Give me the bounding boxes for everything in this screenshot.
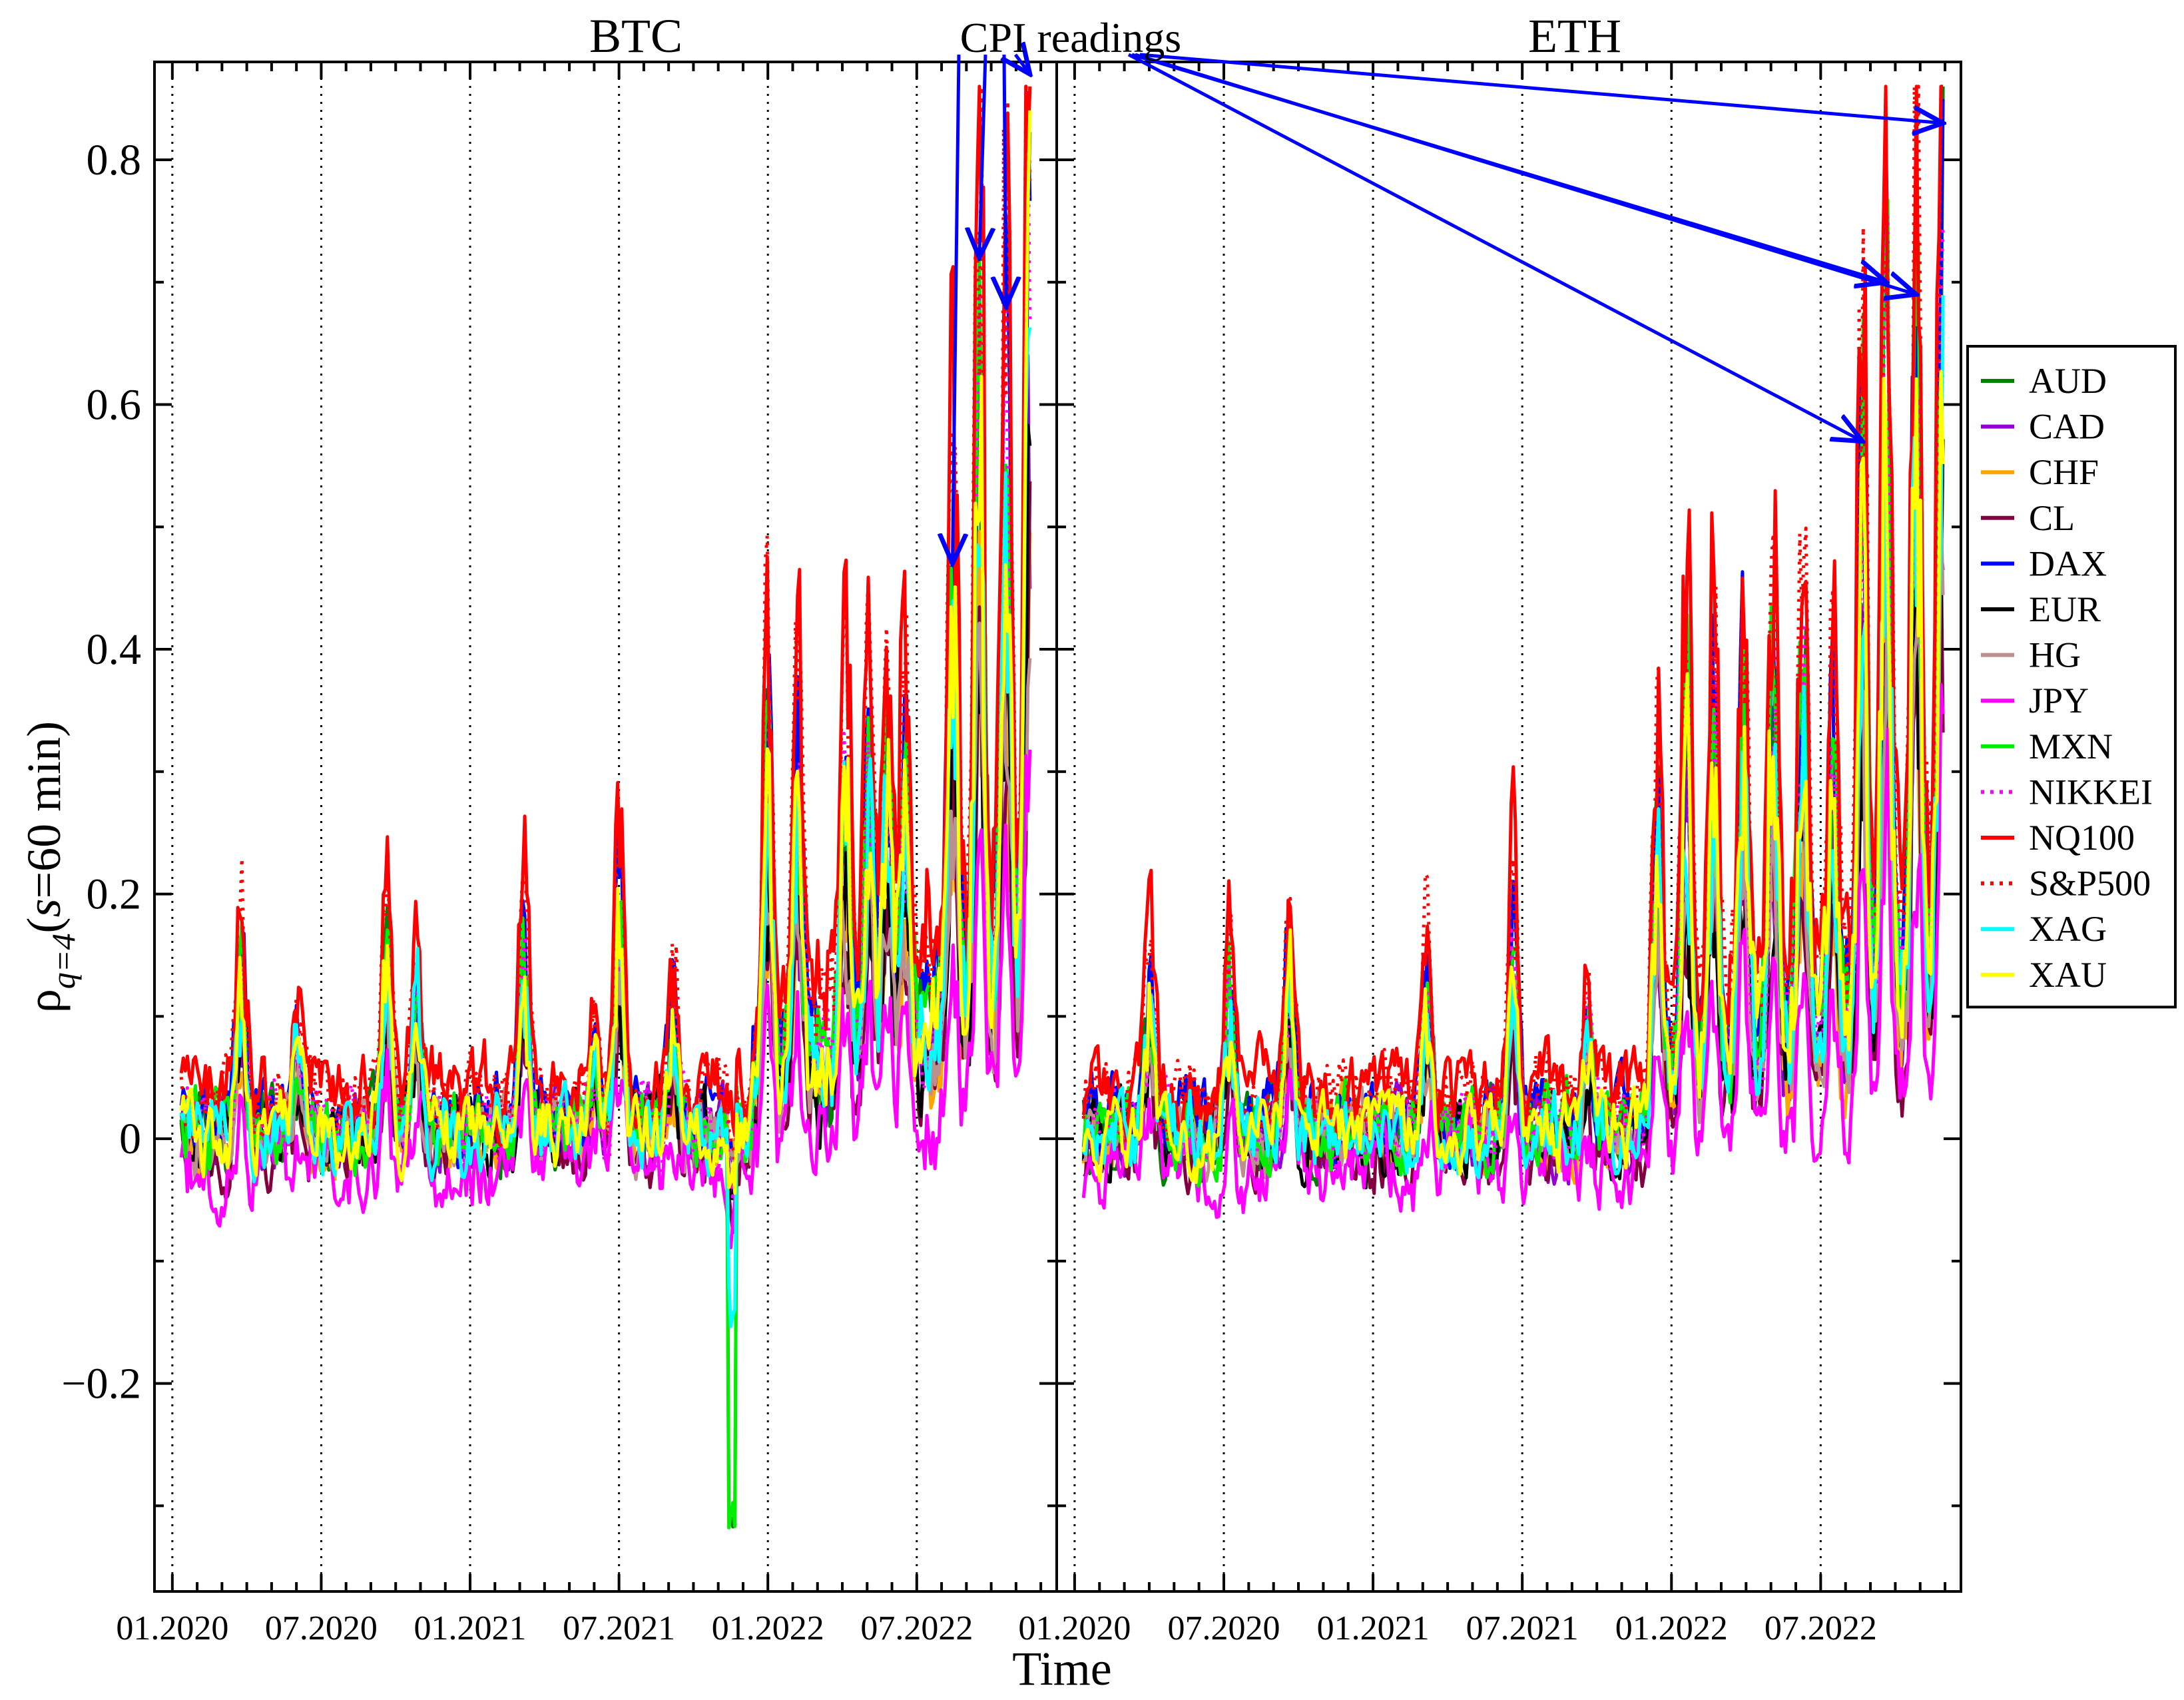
legend-label: EUR [2029,589,2101,629]
x-tick-label: 01.2022 [1615,1609,1728,1647]
x-tick-label: 07.2021 [1466,1609,1579,1647]
panel-title-eth: ETH [1528,9,1621,63]
axes-layer: 01.2020 07.2020 01.2021 07.2021 01.2022 07.20… [61,61,1962,1647]
y-tick-label: 0 [119,1115,141,1163]
legend-layer: AUD CAD CHF CL DAX EUR HG JPY MXN NIKKEI NQ100 S&P5… [1966,345,2177,1009]
legend-label: AUD [2029,361,2107,401]
x-tick-label: 07.2021 [563,1609,675,1647]
cpi-arrow [1135,53,1916,294]
legend-box [1966,345,2177,1009]
cpi-arrow [1004,54,1006,307]
x-tick-label: 01.2020 [116,1609,228,1647]
svg-text:ρq=4(s=60 min): ρq=4(s=60 min) [17,721,82,1013]
series-line-nikkei [1082,214,1945,1173]
x-tick-label: 07.2020 [265,1609,378,1647]
panel-frame [153,61,1058,1593]
cpi-arrow [1127,53,1862,441]
annotation-layer [952,55,1943,563]
legend-label: CL [2029,498,2075,538]
x-tick-label: 07.2020 [1167,1609,1280,1647]
x-axis-label: Time [1012,1642,1111,1695]
cpi-arrow [952,54,959,563]
y-tick-label: 0.6 [87,381,142,429]
y-tick-label: −0.2 [61,1360,141,1408]
y-tick-label: 0.8 [87,136,142,184]
series-line-xau [179,110,1032,1195]
x-tick-label: 01.2022 [712,1609,824,1647]
series-line-xau [1081,370,1945,1185]
y-axis-label: ρq=4(s=60 min) [17,721,82,1013]
x-tick-label: 01.2021 [414,1609,527,1647]
x-tick-label: 01.2021 [1317,1609,1430,1647]
cpi-arrow [1139,53,1943,123]
legend-label: JPY [2029,681,2089,720]
legend-label: CHF [2029,452,2099,492]
legend-label: XAU [2029,955,2107,995]
x-tick-label: 07.2022 [860,1609,973,1647]
panel-frame [1055,61,1962,1593]
series-line-nikkei [179,133,1032,1203]
legend-label: NIKKEI [2029,772,2153,812]
legend-label: NQ100 [2029,818,2135,858]
panel-title-btc: BTC [589,9,682,63]
cpi-arrow [979,54,985,258]
series-line-jpy [1081,683,1945,1219]
series-layer [179,85,1945,1530]
x-tick-label: 01.2020 [1018,1609,1131,1647]
y-tick-label: 0.2 [87,870,142,919]
cpi-arrow [1015,55,1030,74]
legend-label: DAX [2029,543,2107,583]
annotation-text: CPI readings [960,14,1181,61]
series-line-nq100 [1081,85,1944,1143]
y-tick-label: 0.4 [87,625,142,674]
series-line-sp500 [1081,85,1944,1149]
legend-label: HG [2029,635,2081,675]
legend-label: XAG [2029,909,2107,949]
legend-label: S&P500 [2029,864,2151,904]
legend-label: CAD [2029,407,2105,447]
x-tick-label: 07.2022 [1765,1609,1877,1647]
legend-label: MXN [2029,726,2113,766]
